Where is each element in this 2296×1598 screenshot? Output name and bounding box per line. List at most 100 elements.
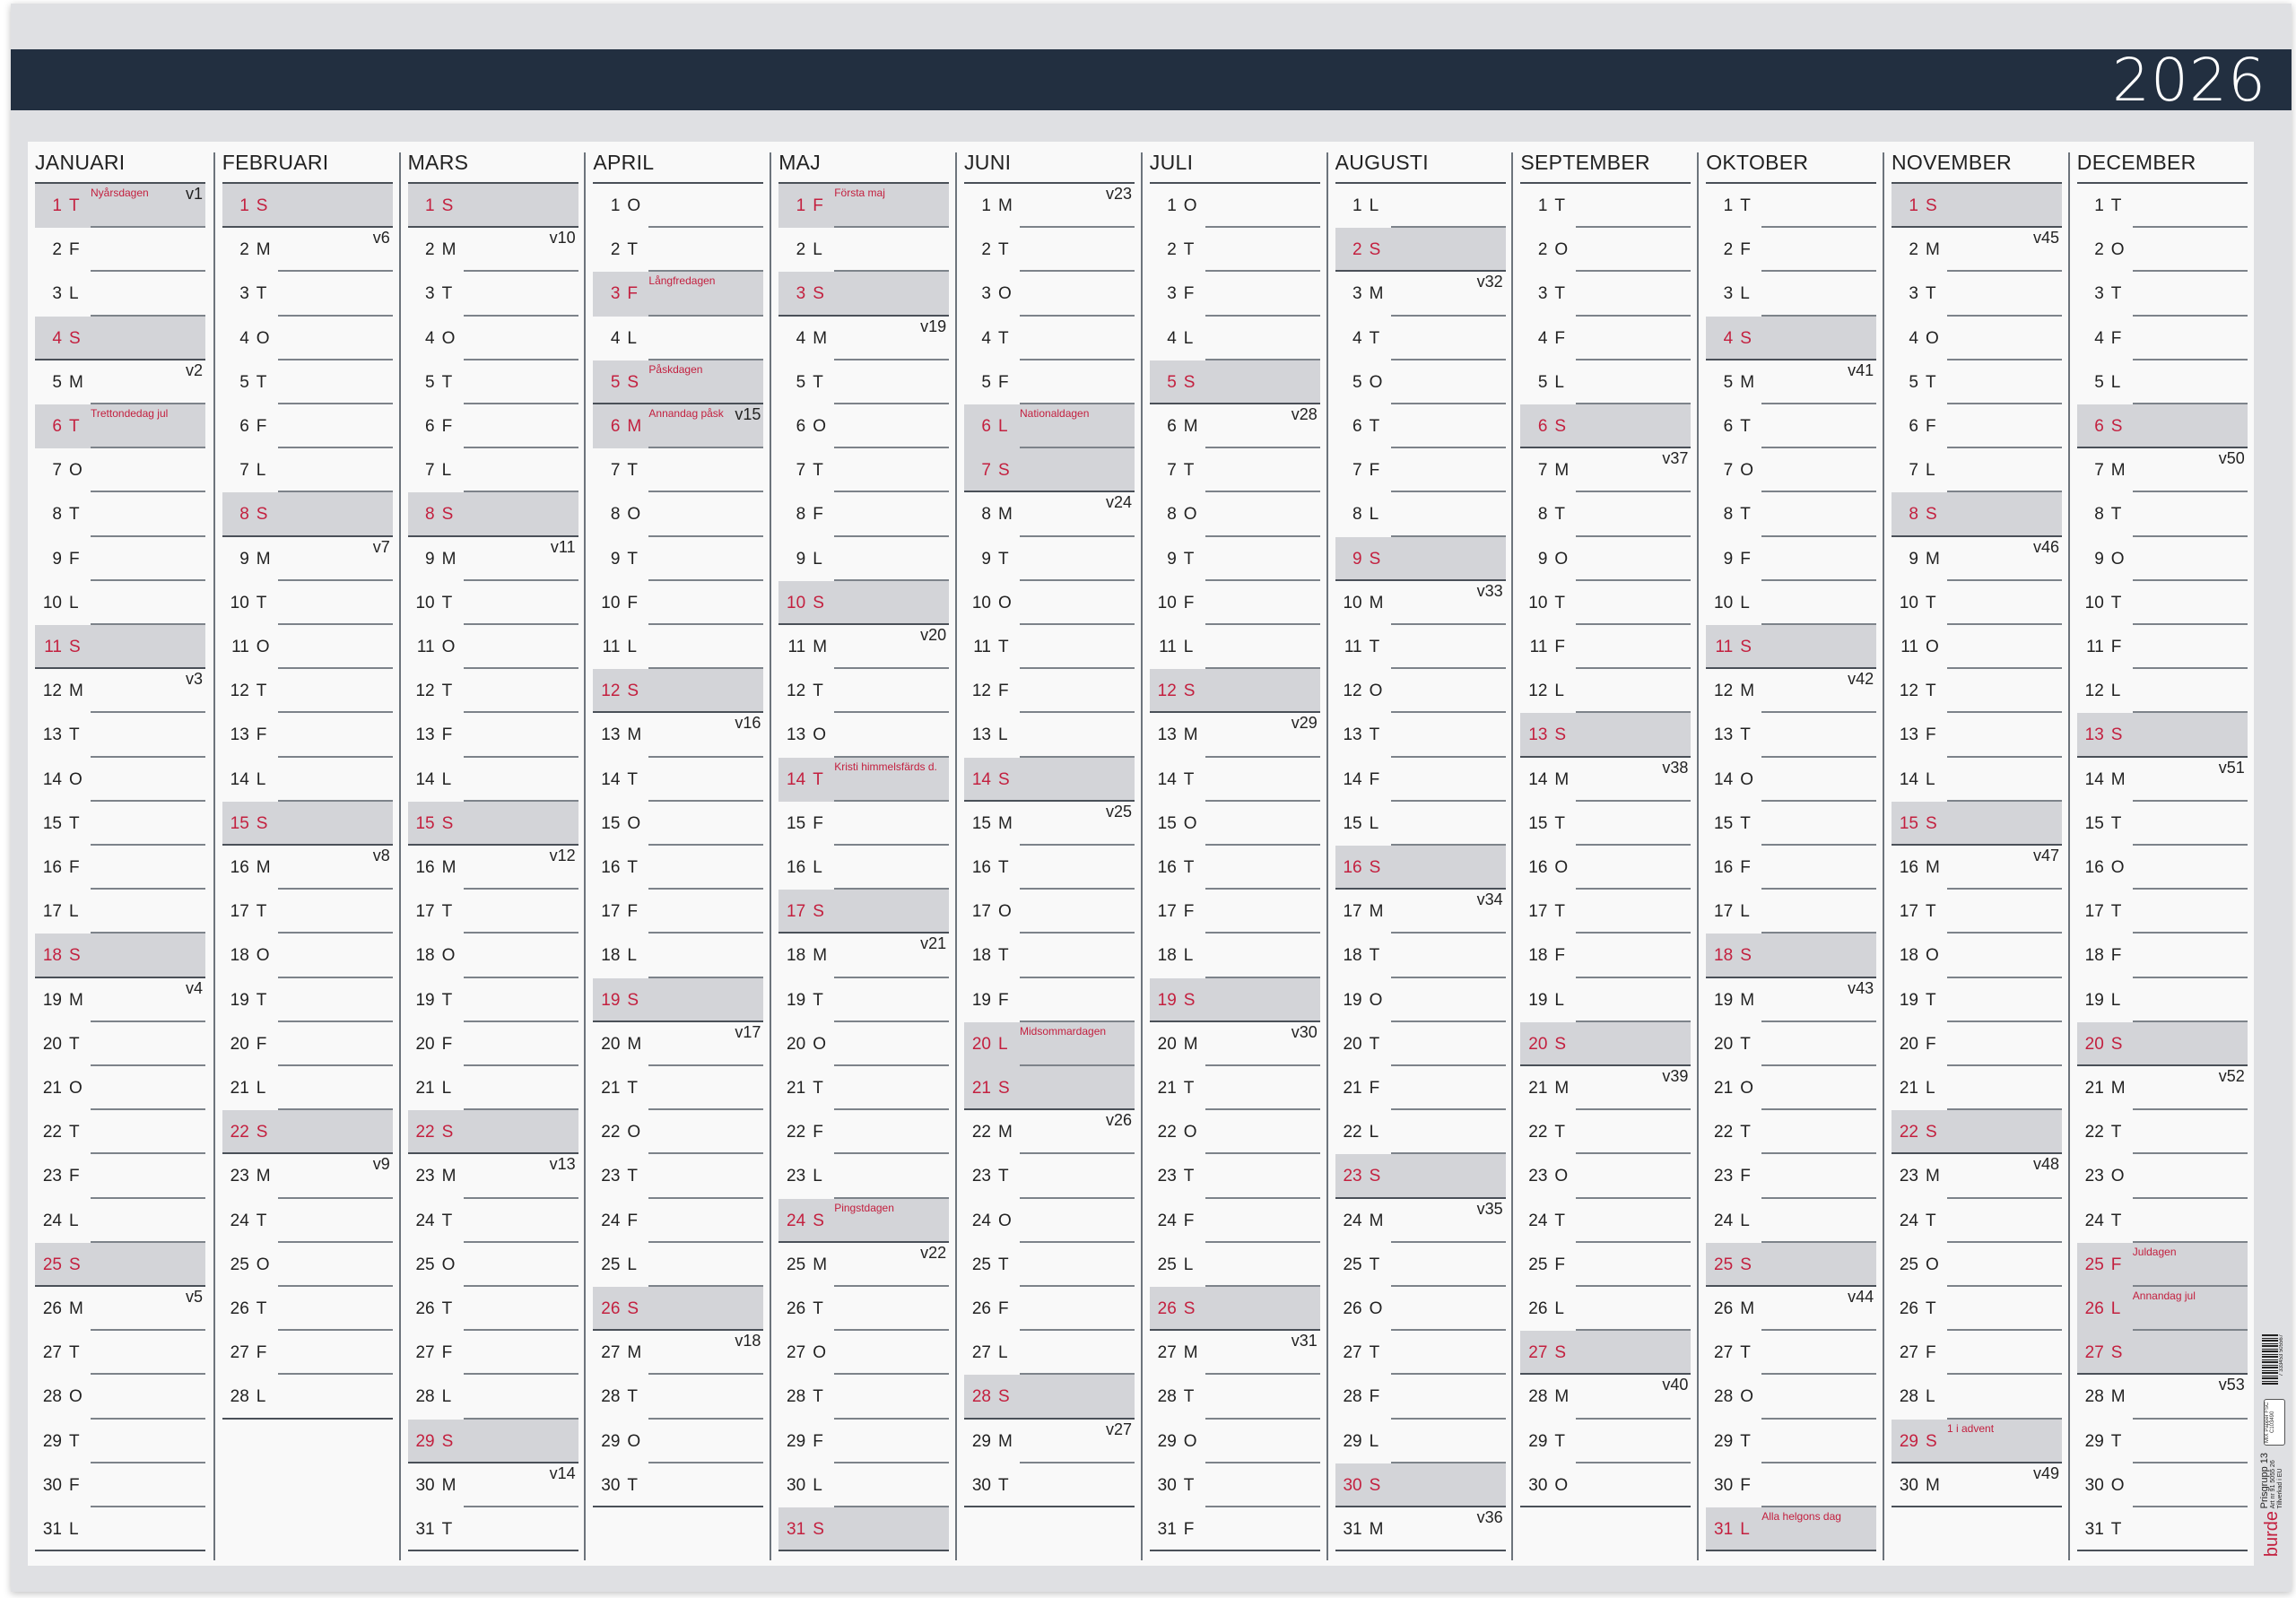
day-row[interactable]: 2 xyxy=(586,228,771,273)
day-row[interactable]: 11 xyxy=(215,625,401,670)
day-row[interactable]: 11 xyxy=(586,625,771,670)
red-day-row[interactable]: 15 xyxy=(215,801,401,846)
day-row[interactable]: 16 xyxy=(586,846,771,890)
day-row[interactable]: 1 xyxy=(1328,184,1514,229)
day-row[interactable]: 6 xyxy=(1699,404,1884,449)
day-row[interactable]: 30 xyxy=(28,1463,213,1507)
day-row[interactable]: 18 xyxy=(1513,934,1699,978)
red-day-row[interactable]: 26 Annandag jul xyxy=(2070,1287,2256,1332)
day-row[interactable]: 3 xyxy=(1513,272,1699,317)
red-day-row[interactable]: 13 xyxy=(1513,713,1699,758)
red-day-row[interactable]: 5 Påskdagen xyxy=(586,360,771,404)
day-row[interactable]: 14 xyxy=(1328,758,1514,802)
red-day-row[interactable]: 21 xyxy=(957,1066,1143,1111)
day-row[interactable]: 30 xyxy=(957,1463,1143,1507)
day-row[interactable]: 4 xyxy=(401,317,587,360)
day-row[interactable]: 25 xyxy=(957,1243,1143,1287)
day-row[interactable]: 20 xyxy=(1328,1022,1514,1066)
day-row[interactable]: 21 xyxy=(215,1066,401,1111)
day-row[interactable]: 27 xyxy=(401,1331,587,1376)
day-row[interactable]: 18 xyxy=(215,934,401,978)
red-day-row[interactable]: 15 xyxy=(1884,801,2070,846)
red-day-row[interactable]: 1 xyxy=(1884,184,2070,229)
day-row[interactable]: 29 xyxy=(1143,1420,1328,1463)
day-row[interactable]: 4 xyxy=(1884,317,2070,360)
day-row[interactable]: 31 v36 xyxy=(1328,1507,1514,1552)
day-row[interactable]: 2 xyxy=(1143,228,1328,273)
day-row[interactable]: 21 xyxy=(1143,1066,1328,1111)
day-row[interactable]: 27 xyxy=(215,1331,401,1376)
day-row[interactable]: 9 v7 xyxy=(215,537,401,581)
day-row[interactable]: 17 xyxy=(401,890,587,934)
red-day-row[interactable]: 15 xyxy=(401,801,587,846)
day-row[interactable]: 7 xyxy=(1328,448,1514,493)
day-row[interactable]: 30 xyxy=(1143,1463,1328,1507)
day-row[interactable]: 15 v25 xyxy=(957,802,1143,846)
day-row[interactable]: 2 xyxy=(771,228,957,273)
day-row[interactable]: 22 xyxy=(1699,1110,1884,1155)
red-day-row[interactable]: 19 xyxy=(586,977,771,1022)
day-row[interactable]: 15 xyxy=(28,802,213,846)
day-row[interactable]: 8 xyxy=(1699,492,1884,537)
day-row[interactable]: 10 xyxy=(586,581,771,625)
day-row[interactable]: 3 xyxy=(2070,272,2256,317)
day-row[interactable]: 13 xyxy=(215,713,401,758)
day-row[interactable]: 14 xyxy=(28,758,213,802)
day-row[interactable]: 14 v51 xyxy=(2070,758,2256,802)
day-row[interactable]: 27 xyxy=(1328,1331,1514,1376)
day-row[interactable]: 27 xyxy=(28,1331,213,1376)
red-day-row[interactable]: 26 xyxy=(1143,1287,1328,1332)
day-row[interactable]: 11 xyxy=(2070,625,2256,670)
day-row[interactable]: 13 xyxy=(957,713,1143,758)
red-day-row[interactable]: 6 Trettondedag jul xyxy=(28,404,213,449)
day-row[interactable]: 21 xyxy=(1884,1066,2070,1111)
day-row[interactable]: 26 xyxy=(771,1287,957,1332)
red-day-row[interactable]: 24 Pingstdagen xyxy=(771,1198,957,1243)
day-row[interactable]: 14 xyxy=(1699,758,1884,802)
day-row[interactable]: 18 xyxy=(1143,934,1328,978)
day-row[interactable]: 1 xyxy=(2070,184,2256,229)
day-row[interactable]: 23 xyxy=(1699,1154,1884,1199)
day-row[interactable]: 6 xyxy=(771,404,957,449)
day-row[interactable]: 11 v20 xyxy=(771,625,957,670)
red-day-row[interactable]: 1 xyxy=(215,184,401,229)
day-row[interactable]: 28 xyxy=(401,1375,587,1420)
red-day-row[interactable]: 11 xyxy=(1699,625,1884,670)
day-row[interactable]: 19 v43 xyxy=(1699,978,1884,1022)
red-day-row[interactable]: 12 xyxy=(586,669,771,714)
day-row[interactable]: 1 xyxy=(1513,184,1699,229)
day-row[interactable]: 20 xyxy=(1884,1022,2070,1066)
day-row[interactable]: 25 xyxy=(1328,1243,1514,1287)
day-row[interactable]: 27 v31 xyxy=(1143,1331,1328,1376)
day-row[interactable]: 22 xyxy=(2070,1110,2256,1155)
day-row[interactable]: 19 xyxy=(1328,978,1514,1022)
day-row[interactable]: 28 xyxy=(771,1375,957,1420)
day-row[interactable]: 3 xyxy=(1699,272,1884,317)
day-row[interactable]: 10 xyxy=(1884,581,2070,625)
day-row[interactable]: 16 v12 xyxy=(401,846,587,890)
day-row[interactable]: 17 xyxy=(957,890,1143,934)
day-row[interactable]: 29 v27 xyxy=(957,1420,1143,1463)
day-row[interactable]: 12 xyxy=(215,669,401,714)
day-row[interactable]: 24 xyxy=(28,1199,213,1243)
day-row[interactable]: 26 v5 xyxy=(28,1287,213,1332)
day-row[interactable]: 13 xyxy=(28,713,213,758)
day-row[interactable]: 25 xyxy=(401,1243,587,1287)
day-row[interactable]: 23 v48 xyxy=(1884,1154,2070,1199)
day-row[interactable]: 4 v19 xyxy=(771,317,957,360)
day-row[interactable]: 7 v37 xyxy=(1513,448,1699,493)
day-row[interactable]: 27 v18 xyxy=(586,1331,771,1376)
red-day-row[interactable]: 14 Kristi himmelsfärds d. xyxy=(771,757,957,802)
day-row[interactable]: 22 xyxy=(1143,1110,1328,1155)
day-row[interactable]: 13 v16 xyxy=(586,713,771,758)
day-row[interactable]: 18 xyxy=(1884,934,2070,978)
day-row[interactable]: 28 xyxy=(1699,1375,1884,1420)
red-day-row[interactable]: 1 Nyårsdagen v1 xyxy=(28,184,213,229)
day-row[interactable]: 19 xyxy=(1513,978,1699,1022)
day-row[interactable]: 23 xyxy=(957,1154,1143,1199)
day-row[interactable]: 21 xyxy=(586,1066,771,1111)
day-row[interactable]: 16 xyxy=(1513,846,1699,890)
day-row[interactable]: 21 xyxy=(28,1066,213,1111)
red-day-row[interactable]: 18 xyxy=(28,934,213,978)
day-row[interactable]: 5 xyxy=(401,360,587,404)
